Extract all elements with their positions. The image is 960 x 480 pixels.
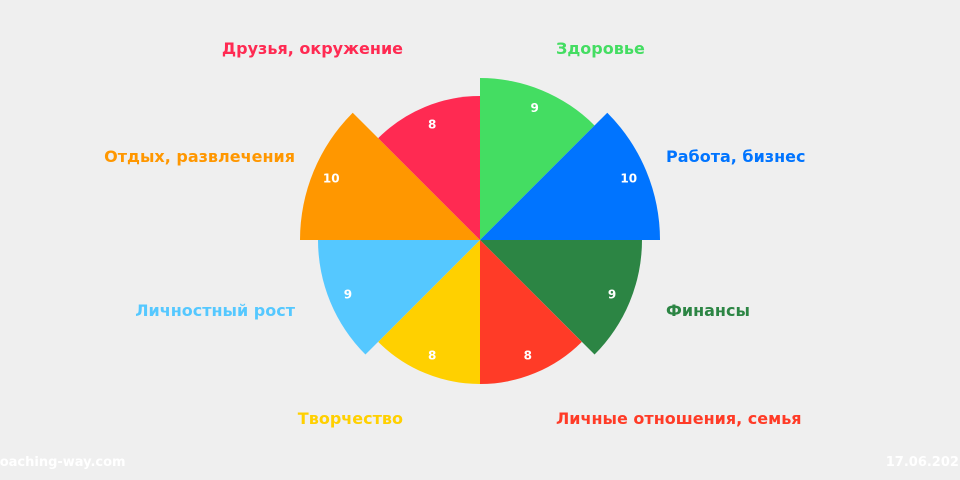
footer-date: 17.06.2021	[885, 455, 960, 470]
sector-value-leisure: 10	[323, 171, 340, 185]
wheel-sector-relationships	[480, 240, 582, 384]
category-label-personal-growth: Личностный рост	[135, 301, 295, 320]
category-label-finance: Финансы	[666, 301, 750, 320]
category-label-friends: Друзья, окружение	[221, 39, 403, 58]
wheel-sector-health	[480, 78, 595, 240]
wheel-sector-creativity	[378, 240, 480, 384]
sector-value-personal-growth: 9	[344, 288, 352, 302]
sector-value-finance: 9	[608, 288, 616, 302]
category-label-relationships: Личные отношения, семья	[556, 409, 802, 428]
footer-site: coaching-way.com	[0, 455, 126, 470]
sector-value-health: 9	[531, 101, 539, 115]
sector-value-creativity: 8	[428, 348, 436, 362]
sector-value-relationships: 8	[524, 348, 532, 362]
wheel-sector-finance	[480, 240, 642, 355]
wheel-sector-personal-growth	[318, 240, 480, 355]
sector-value-friends: 8	[428, 118, 436, 132]
wheel-sector-work	[480, 112, 660, 240]
category-label-creativity: Творчество	[297, 409, 403, 428]
category-label-leisure: Отдых, развлечения	[104, 147, 295, 166]
category-label-work: Работа, бизнес	[666, 147, 806, 166]
wheel-sector-friends	[378, 96, 480, 240]
sector-value-work: 10	[620, 171, 637, 185]
wheel-sector-leisure	[300, 112, 480, 240]
category-label-health: Здоровье	[556, 39, 645, 58]
